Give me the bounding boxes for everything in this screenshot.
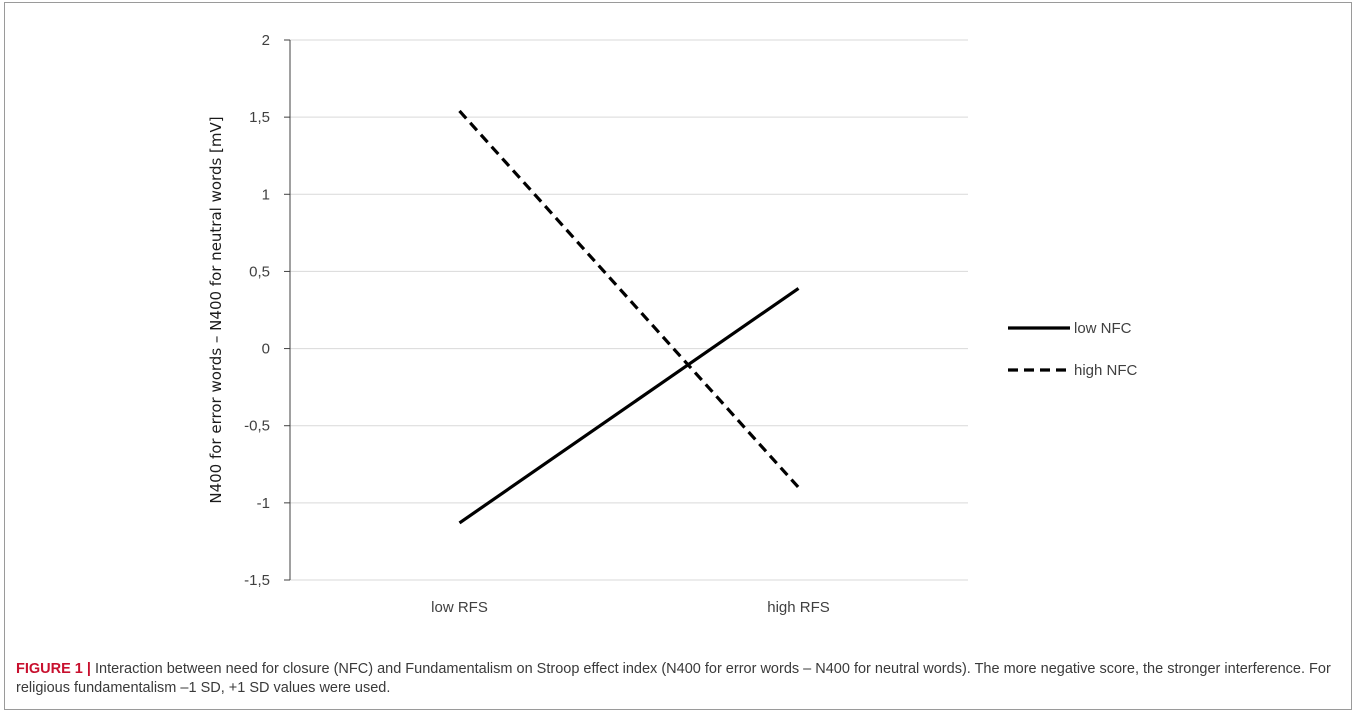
series-line-high-nfc bbox=[458, 109, 800, 489]
legend: low NFC high NFC bbox=[1008, 320, 1138, 379]
y-tick-label: 0 bbox=[262, 341, 270, 358]
y-tick-label: 2 bbox=[262, 32, 270, 49]
x-tick-labels: low RFS high RFS bbox=[431, 599, 830, 616]
y-axis-title: N400 for error words – N400 for neutral … bbox=[207, 116, 225, 503]
y-axis bbox=[284, 39, 291, 581]
gridlines bbox=[290, 39, 968, 581]
series-line-low-nfc bbox=[458, 287, 800, 525]
legend-label: high NFC bbox=[1074, 362, 1138, 379]
y-tick-labels: -1,5 -1 -0,5 0 0,5 1 1,5 2 bbox=[244, 32, 270, 589]
y-tick-label: 1,5 bbox=[249, 109, 270, 126]
y-tick-label: -0,5 bbox=[244, 418, 270, 435]
y-tick-label: -1,5 bbox=[244, 572, 270, 589]
series-lines bbox=[458, 109, 800, 525]
figure-label: FIGURE 1 | bbox=[16, 661, 91, 677]
caption-text: Interaction between need for closure (NF… bbox=[16, 661, 1331, 696]
x-tick-label: low RFS bbox=[431, 599, 488, 616]
y-tick-label: 1 bbox=[262, 186, 270, 203]
line-chart: -1,5 -1 -0,5 0 0,5 1 1,5 2 low RFS high RFS low … bbox=[207, 32, 1138, 616]
y-tick-label: -1 bbox=[257, 495, 270, 512]
figure-caption: FIGURE 1 | Interaction between need for … bbox=[16, 660, 1336, 698]
y-tick-label: 0,5 bbox=[249, 263, 270, 280]
x-tick-label: high RFS bbox=[767, 599, 830, 616]
legend-label: low NFC bbox=[1074, 320, 1132, 337]
